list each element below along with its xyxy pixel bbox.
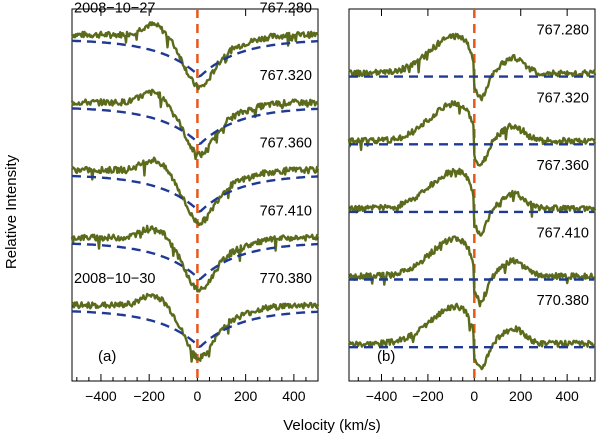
x-tick-label: −200 xyxy=(412,388,444,404)
plot-frame-b xyxy=(348,8,596,382)
observed-spectrum-767.360 xyxy=(348,167,597,237)
x-tick-label: −400 xyxy=(85,388,117,404)
observed-spectrum-767.320 xyxy=(347,100,597,167)
panel-a: −400 −200 0 200 400 767.280 767.320 767.360 767.… xyxy=(70,0,320,404)
x-tick-label: −200 xyxy=(133,388,165,404)
x-tick-label: −400 xyxy=(366,388,398,404)
spectrum-label: 767.320 xyxy=(537,90,589,106)
x-tick-label: 400 xyxy=(282,388,306,404)
spectrum-label: 767.360 xyxy=(260,136,312,152)
x-tick-label: 200 xyxy=(509,388,533,404)
observed-spectrum-767.280 xyxy=(348,32,597,102)
observed-spectrum-770.380 xyxy=(71,292,320,363)
spectrum-label: 767.360 xyxy=(537,158,589,174)
observed-spectrum-767.320 xyxy=(70,88,320,161)
spectrum-label: 767.280 xyxy=(260,0,312,16)
y-axis-label: Relative Intensity xyxy=(3,154,20,269)
plot-frame-a xyxy=(71,8,319,382)
observed-spectrum-770.380 xyxy=(347,302,596,371)
panel-b: −400 −200 0 200 400 767.280 767.320 767.360 767.… xyxy=(347,8,597,404)
date-label: 2008−10−30 xyxy=(74,271,155,287)
observed-spectrum-767.280 xyxy=(70,21,319,91)
panel-label: (a) xyxy=(98,348,116,365)
spectrum-label: 770.380 xyxy=(260,271,312,287)
observed-spectrum-767.360 xyxy=(70,156,320,227)
spectrum-label: 767.280 xyxy=(537,23,589,39)
spectrum-label: 767.320 xyxy=(260,68,312,84)
x-tick-label: 400 xyxy=(555,388,579,404)
spectrum-label: 767.410 xyxy=(537,226,589,242)
observed-spectrum-767.410 xyxy=(70,224,320,293)
x-tick-label: 0 xyxy=(470,388,478,404)
x-tick-label: 200 xyxy=(234,388,258,404)
x-axis-label: Velocity (km/s) xyxy=(283,417,381,434)
x-tick-label: 0 xyxy=(194,388,202,404)
spectrum-label: 767.410 xyxy=(260,203,312,219)
fit-curve-770.380 xyxy=(71,310,319,349)
date-label: 2008−10−27 xyxy=(74,0,155,16)
panel-label: (b) xyxy=(377,348,395,365)
spectrum-label: 770.380 xyxy=(537,293,589,309)
observed-spectrum-767.410 xyxy=(347,235,596,308)
